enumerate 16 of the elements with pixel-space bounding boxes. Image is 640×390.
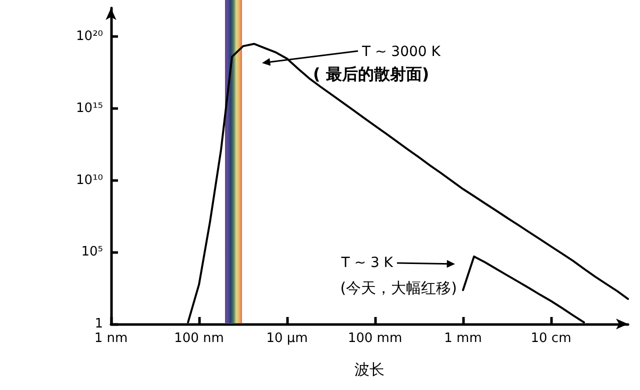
annotation: (今天，大幅红移) [340,279,457,297]
annotation: T ~ 3 K [340,255,394,271]
y-tick-label: 10²⁰ [76,29,103,44]
x-tick-label: 1 nm [94,331,128,346]
x-tick-label: 10 cm [530,331,572,346]
y-tick-label: 10¹⁵ [76,101,103,116]
x-tick-label: 100 nm [174,331,224,346]
y-tick-label: 10⁵ [81,244,103,260]
y-tick-label: 10¹⁰ [76,172,103,188]
x-tick-label: 1 mm [444,331,482,346]
y-tick-label: 1 [94,316,103,332]
x-tick-label: 100 mm [348,331,402,346]
x-tick-label: 10 µm [266,331,308,346]
annotation: T ~ 3000 K [361,44,442,60]
annotation: ( 最后的散射面) [313,64,430,84]
x-axis-title: 波长 [354,360,384,378]
